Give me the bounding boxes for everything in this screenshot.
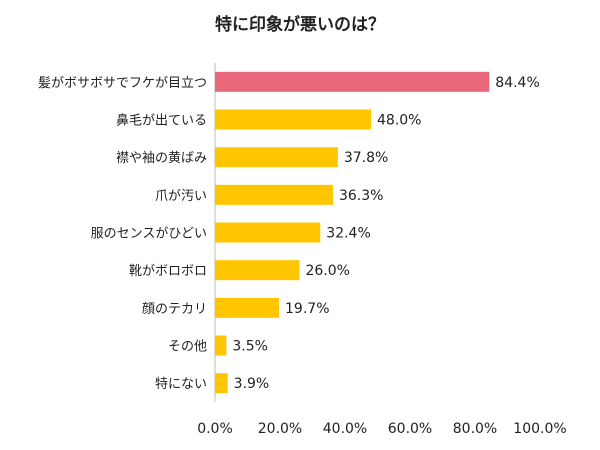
bar — [215, 373, 228, 394]
chart-title: 特に印象が悪いのは？ — [215, 14, 385, 35]
bar — [215, 147, 338, 168]
category-label: 特にない — [155, 377, 207, 392]
value-label: 36.3% — [339, 188, 383, 204]
bar — [215, 260, 300, 281]
bar — [215, 71, 490, 92]
bar — [215, 109, 371, 130]
value-label: 37.8% — [344, 150, 388, 166]
bar — [215, 184, 333, 205]
bar — [215, 335, 227, 356]
value-label: 48.0% — [377, 113, 421, 129]
x-tick-label: 40.0% — [323, 421, 367, 437]
x-tick-label: 80.0% — [453, 421, 497, 437]
value-label: 84.4% — [495, 75, 539, 91]
bar — [215, 222, 321, 243]
bar — [215, 297, 280, 318]
x-tick-label: 100.0% — [513, 421, 566, 437]
value-label: 32.4% — [326, 226, 370, 242]
category-label: その他 — [168, 340, 207, 355]
category-label: 顔のテカリ — [142, 302, 207, 317]
category-label: 爪が汚い — [155, 189, 207, 204]
category-label: 靴がボロボロ — [129, 264, 207, 279]
category-label: 髪がボサボサでフケが目立つ — [38, 76, 207, 91]
x-tick-label: 0.0% — [197, 421, 233, 437]
category-label: 襟や袖の黄ばみ — [116, 151, 207, 166]
x-tick-label: 60.0% — [388, 421, 432, 437]
x-tick-label: 20.0% — [258, 421, 302, 437]
value-label: 19.7% — [285, 301, 329, 317]
value-label: 3.9% — [234, 376, 270, 392]
category-label: 鼻毛が出ている — [116, 113, 207, 129]
category-label: 服のセンスがひどい — [91, 227, 207, 242]
value-label: 3.5% — [232, 339, 268, 355]
value-label: 26.0% — [306, 263, 350, 279]
